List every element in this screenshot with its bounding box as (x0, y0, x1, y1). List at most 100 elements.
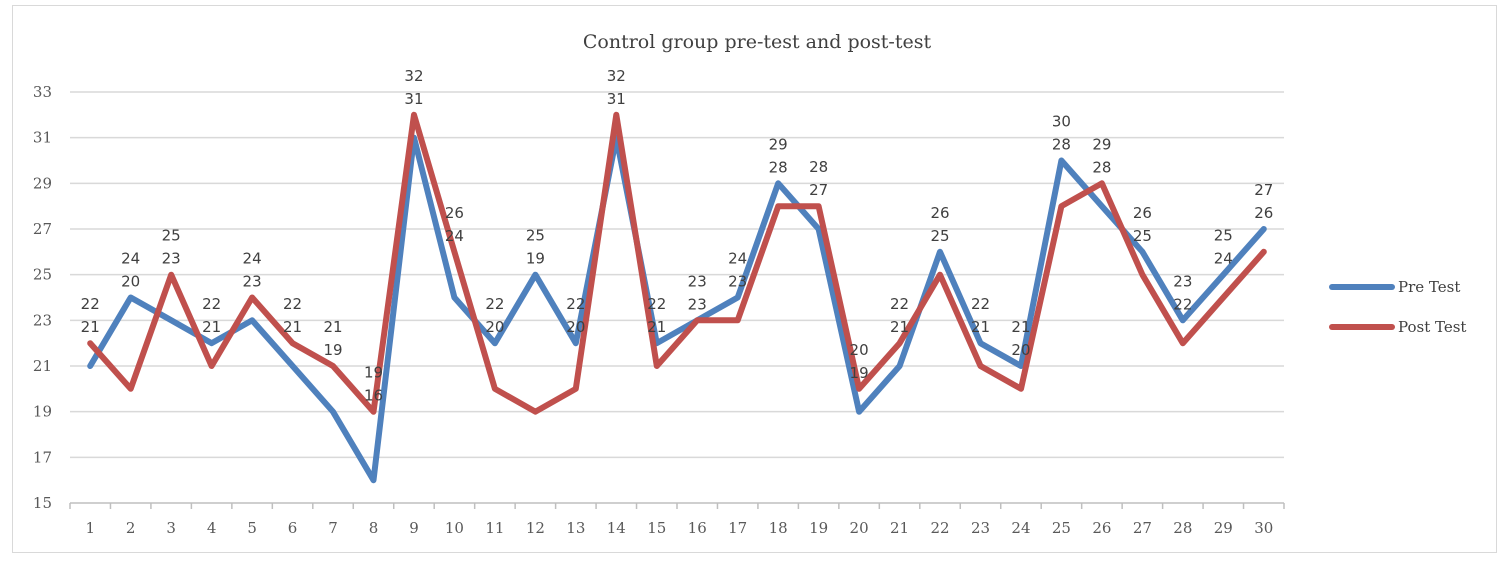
data-label: 29 (769, 135, 788, 153)
data-label: 23 (688, 272, 707, 290)
x-tick-label: 22 (930, 519, 949, 537)
data-label: 22 (202, 295, 221, 313)
data-label: 21 (81, 318, 100, 336)
data-label: 24 (1214, 250, 1233, 268)
y-tick-label: 25 (33, 266, 52, 284)
x-tick-label: 28 (1173, 519, 1192, 537)
x-tick-label: 11 (485, 519, 504, 537)
series-line-pre-test (87, 134, 1267, 484)
x-tick-label: 3 (166, 519, 176, 537)
data-label: 32 (607, 67, 626, 85)
y-tick-label: 27 (33, 220, 52, 238)
data-label: 21 (323, 318, 342, 336)
x-tick-label: 14 (607, 519, 626, 537)
data-label: 22 (647, 295, 666, 313)
x-tick-label: 16 (688, 519, 707, 537)
data-label: 22 (971, 295, 990, 313)
data-label: 20 (566, 318, 585, 336)
data-label: 28 (769, 158, 788, 176)
data-label: 25 (1214, 227, 1233, 245)
data-label: 21 (202, 318, 221, 336)
legend: Pre Test Post Test (1329, 278, 1466, 336)
data-label: 21 (1011, 318, 1030, 336)
x-tick-label: 19 (809, 519, 828, 537)
data-label: 28 (1092, 158, 1111, 176)
x-tick-label: 17 (728, 519, 747, 537)
x-tick-label: 9 (409, 519, 419, 537)
data-label: 26 (930, 204, 949, 222)
legend-label: Pre Test (1398, 278, 1460, 296)
data-label: 20 (850, 341, 869, 359)
data-label: 24 (243, 250, 262, 268)
data-label: 22 (566, 295, 585, 313)
data-label: 24 (728, 250, 747, 268)
x-tick-label: 4 (207, 519, 217, 537)
data-label: 25 (526, 227, 545, 245)
data-label: 25 (930, 227, 949, 245)
data-label: 24 (121, 250, 140, 268)
x-tick-label: 10 (445, 519, 464, 537)
data-label: 21 (283, 318, 302, 336)
y-tick-label: 15 (33, 494, 52, 512)
data-labels: 22 21 24 20 25 23 22 21 24 23 22 21 21 19 19 16 32 31 26 24… (81, 67, 1274, 405)
data-label: 19 (526, 250, 545, 268)
series-line-post-test (87, 111, 1267, 415)
data-label: 29 (1092, 135, 1111, 153)
x-tick-label: 18 (769, 519, 788, 537)
y-tick-label: 19 (33, 403, 52, 421)
data-label: 25 (162, 227, 181, 245)
data-label: 31 (607, 90, 626, 108)
x-tick-label: 25 (1052, 519, 1071, 537)
x-tick-label: 8 (369, 519, 379, 537)
data-label: 22 (1173, 295, 1192, 313)
data-label: 21 (890, 318, 909, 336)
data-label: 26 (1133, 204, 1152, 222)
data-label: 19 (364, 364, 383, 382)
data-label: 20 (1011, 341, 1030, 359)
data-label: 20 (485, 318, 504, 336)
data-label: 32 (404, 67, 423, 85)
x-tick-label: 23 (971, 519, 990, 537)
x-tick-label: 2 (126, 519, 136, 537)
data-label: 23 (728, 273, 747, 291)
x-tick-label: 5 (247, 519, 257, 537)
x-tick-label: 27 (1133, 519, 1152, 537)
x-tick-label: 30 (1254, 519, 1273, 537)
legend-label: Post Test (1398, 318, 1466, 336)
data-label: 22 (890, 295, 909, 313)
x-tick-label: 7 (328, 519, 338, 537)
data-label: 22 (81, 295, 100, 313)
x-tick-label: 24 (1011, 519, 1030, 537)
y-tick-label: 23 (33, 311, 52, 329)
y-tick-label: 29 (33, 174, 52, 192)
data-label: 16 (364, 387, 383, 405)
x-tick-label: 15 (647, 519, 666, 537)
x-tick-label: 29 (1214, 519, 1233, 537)
y-tick-label: 17 (33, 448, 52, 466)
data-label: 31 (404, 90, 423, 108)
data-label: 27 (809, 181, 828, 199)
data-label: 20 (121, 273, 140, 291)
data-label: 28 (809, 158, 828, 176)
x-tick-label: 13 (566, 519, 585, 537)
data-label: 26 (445, 204, 464, 222)
data-label: 23 (688, 295, 707, 313)
data-label: 21 (971, 318, 990, 336)
data-label: 26 (1254, 204, 1273, 222)
series-lines (87, 111, 1267, 484)
data-label: 22 (485, 295, 504, 313)
x-tick-label: 26 (1092, 519, 1111, 537)
x-tick-label: 6 (288, 519, 298, 537)
data-label: 30 (1052, 113, 1071, 131)
data-label: 23 (162, 250, 181, 268)
x-tick-label: 20 (850, 519, 869, 537)
data-label: 19 (850, 364, 869, 382)
y-tick-label: 33 (33, 83, 52, 101)
chart-title: Control group pre-test and post-test (583, 31, 932, 53)
y-tick-label: 31 (33, 129, 52, 147)
data-label: 28 (1052, 136, 1071, 154)
data-label: 21 (647, 318, 666, 336)
data-label: 25 (1133, 227, 1152, 245)
data-label: 27 (1254, 181, 1273, 199)
